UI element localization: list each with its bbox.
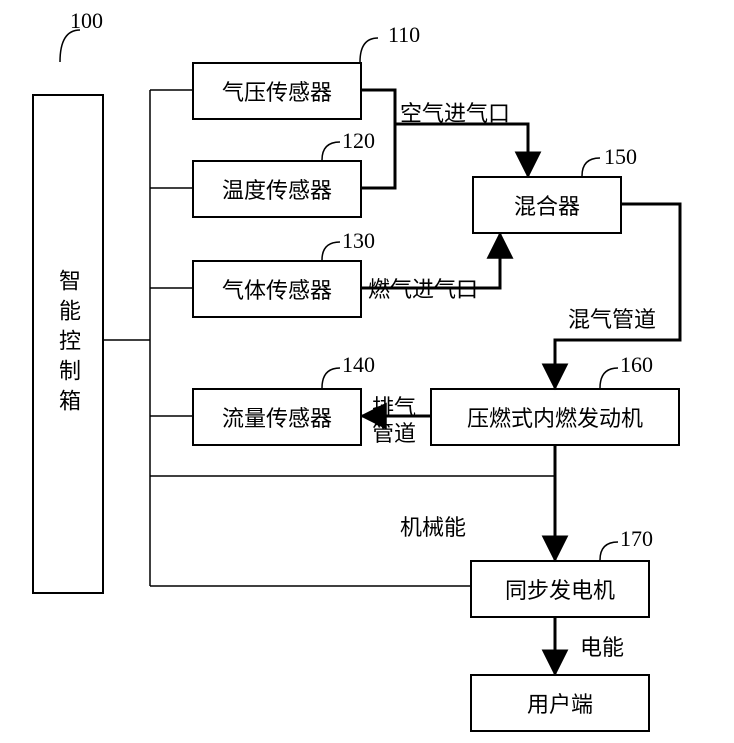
node-temperature-label: 温度传感器 <box>222 173 332 205</box>
node-generator: 同步发电机 <box>470 560 650 618</box>
node-controller-label: 智能控制箱 <box>52 269 84 419</box>
node-temperature: 温度传感器 <box>192 160 362 218</box>
node-mixer-label: 混合器 <box>514 189 580 221</box>
ref-100: 100 <box>70 8 103 34</box>
label-air-inlet: 空气进气口 <box>400 96 510 128</box>
node-mixer: 混合器 <box>472 176 622 234</box>
ref-160: 160 <box>620 352 653 378</box>
node-gas-label: 气体传感器 <box>222 273 332 305</box>
label-mechanical: 机械能 <box>400 510 466 542</box>
node-gas: 气体传感器 <box>192 260 362 318</box>
node-client-label: 用户端 <box>527 687 593 719</box>
ref-120: 120 <box>342 128 375 154</box>
node-engine-label: 压燃式内燃发动机 <box>467 401 643 433</box>
label-mix-pipe: 混气管道 <box>568 302 656 334</box>
label-gas-inlet: 燃气进气口 <box>368 272 478 304</box>
ref-110: 110 <box>388 22 420 48</box>
ref-170: 170 <box>620 526 653 552</box>
node-client: 用户端 <box>470 674 650 732</box>
ref-140: 140 <box>342 352 375 378</box>
label-electrical: 电能 <box>580 630 624 662</box>
node-controller: 智能控制箱 <box>32 94 104 594</box>
node-pressure-label: 气压传感器 <box>222 75 332 107</box>
node-flow-label: 流量传感器 <box>222 401 332 433</box>
node-pressure: 气压传感器 <box>192 62 362 120</box>
ref-130: 130 <box>342 228 375 254</box>
node-flow: 流量传感器 <box>192 388 362 446</box>
node-engine: 压燃式内燃发动机 <box>430 388 680 446</box>
node-generator-label: 同步发电机 <box>505 573 615 605</box>
label-exhaust-2: 管道 <box>372 416 416 448</box>
ref-150: 150 <box>604 144 637 170</box>
